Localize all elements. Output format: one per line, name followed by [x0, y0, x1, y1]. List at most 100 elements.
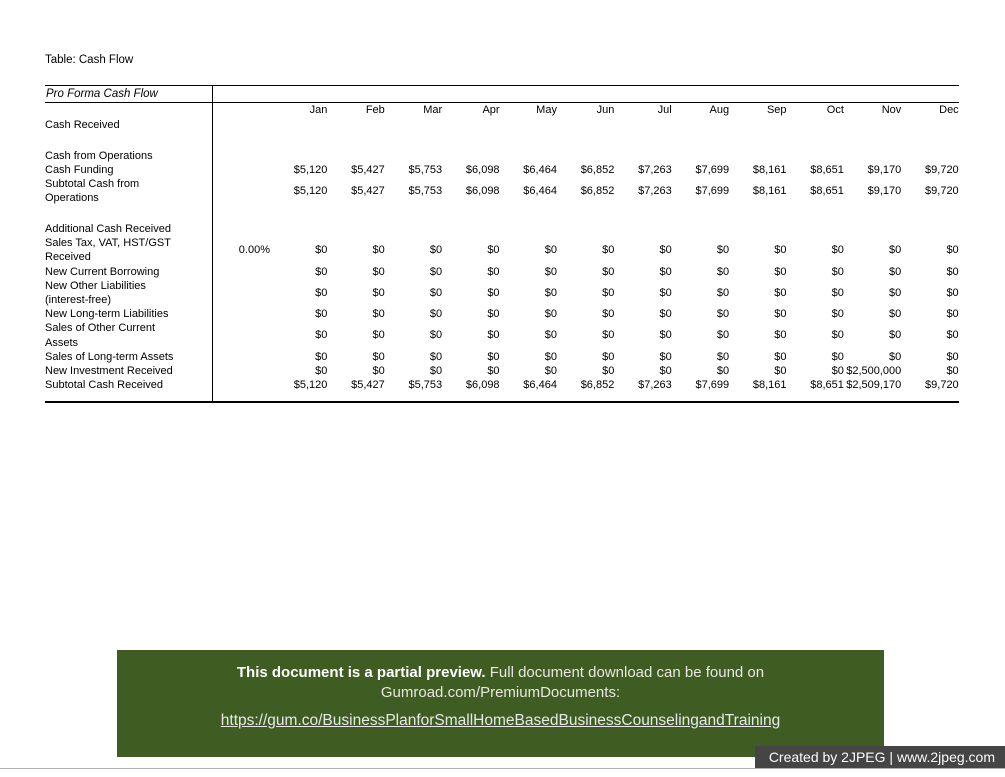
value-cell-text: $0 — [487, 364, 500, 377]
value-cell-text: $0 — [946, 364, 959, 377]
value-cell: $0 — [327, 265, 385, 279]
value-cell: $7,699 — [672, 378, 729, 392]
value-cell-text: $5,753 — [408, 379, 443, 392]
value-cell-text: $0 — [544, 329, 557, 342]
page-border — [0, 768, 1005, 769]
value-cell: $0 — [327, 350, 385, 364]
value-cell-text: $5,120 — [293, 379, 328, 392]
value-cell: $0 — [385, 286, 442, 300]
month-header-text: Aug — [709, 104, 730, 117]
banner-bold-text: This document is a partial preview. — [236, 664, 486, 681]
month-header-spacer — [45, 103, 212, 118]
value-cell: $7,263 — [614, 184, 672, 198]
value-cell-text: $0 — [889, 350, 902, 363]
value-cell: $0 — [557, 307, 614, 321]
value-cell-text: $7,699 — [695, 185, 730, 198]
value-cell-text: $0 — [372, 286, 385, 299]
value-cell: $0 — [672, 307, 729, 321]
row-label: Sales of Long-term Assets — [45, 350, 212, 364]
value-cell: $0 — [787, 307, 844, 321]
value-cell: $0 — [614, 307, 671, 321]
value-cell: $0 — [500, 243, 557, 257]
value-cell-text: $6,098 — [465, 185, 500, 198]
value-cell-text: $0 — [659, 308, 672, 321]
value-cell: $0 — [385, 265, 442, 279]
value-cell-text: $0 — [487, 265, 500, 278]
value-cell: $5,753 — [385, 184, 443, 198]
section-row: Cash Received — [45, 118, 959, 133]
value-cell: $0 — [500, 286, 557, 300]
row-label: New Investment Received — [45, 364, 212, 378]
section-row: Cash from Operations — [45, 149, 959, 164]
row-label: New Current Borrowing — [45, 265, 212, 279]
value-cell-text: $0 — [831, 350, 844, 363]
value-cell-text: $5,753 — [408, 185, 443, 198]
banner-text: This document is a partial preview. Full… — [117, 663, 884, 702]
month-header: May — [500, 103, 557, 117]
value-cell-text: $0 — [602, 265, 615, 278]
value-cell: $9,720 — [901, 163, 959, 177]
row-label: Cash Received — [45, 118, 212, 133]
row-label-text: New Current Borrowing — [45, 265, 160, 278]
month-header-text: Nov — [881, 104, 902, 117]
value-cell-text: $0 — [889, 308, 902, 321]
value-cell-text: $9,170 — [867, 164, 902, 176]
month-header: Feb — [327, 103, 385, 117]
value-cell: $0 — [442, 265, 499, 279]
value-cell-text: $8,161 — [752, 164, 787, 176]
table-row: New Other Liabilities (interest-free) $0 $… — [45, 279, 959, 307]
value-cell-text: $0 — [544, 286, 557, 299]
value-cell-text: $0 — [372, 265, 385, 278]
month-header-text: Dec — [939, 104, 959, 117]
spacer-row — [45, 133, 959, 149]
value-cell-text: $6,852 — [580, 185, 615, 198]
value-cell-text: $0 — [946, 244, 959, 257]
value-cell: $0 — [270, 307, 327, 321]
month-header-text: Apr — [482, 104, 500, 117]
value-cell-text: $8,651 — [810, 379, 844, 392]
value-cell-text: $0 — [315, 286, 328, 299]
value-cell: $0 — [500, 328, 557, 342]
value-cell-text: $0 — [315, 244, 328, 257]
value-cell: $0 — [327, 286, 385, 300]
month-header: Jan — [270, 103, 328, 117]
value-cell-text: $0 — [889, 244, 902, 257]
value-cell: $0 — [557, 350, 614, 364]
value-cell-text: $0 — [774, 265, 787, 278]
row-rate-text: 0.00% — [238, 244, 270, 257]
value-cell: $0 — [385, 328, 442, 342]
row-label-text: New Long-term Liabilities — [45, 308, 169, 321]
value-cell-text: $0 — [372, 364, 385, 377]
value-cell: $0 — [729, 286, 786, 300]
value-cell: $0 — [672, 364, 729, 378]
value-cell: $8,651 — [787, 184, 844, 198]
value-cell: $0 — [614, 364, 671, 378]
value-cell: $0 — [557, 328, 614, 342]
value-cell-text: $7,699 — [695, 164, 730, 176]
value-cell-text: $6,464 — [523, 164, 557, 176]
row-label-text: Sales of Long-term Assets — [45, 350, 174, 363]
value-cell-text: $0 — [716, 244, 730, 257]
value-cell-text: $6,098 — [465, 379, 500, 392]
value-cell: $9,170 — [844, 184, 902, 198]
month-header-text: May — [536, 104, 557, 117]
banner-rest-text: Full document download can be found on — [489, 664, 765, 681]
value-cell: $5,753 — [385, 163, 443, 177]
value-cell-text: $0 — [544, 265, 557, 278]
value-cell: $0 — [901, 307, 958, 321]
value-cell: $0 — [557, 286, 614, 300]
value-cell-text: $0 — [946, 329, 959, 342]
month-header-text: Feb — [365, 104, 385, 117]
value-cell-text: $5,427 — [351, 185, 385, 198]
value-cell-text: $0 — [372, 244, 385, 257]
value-cell: $5,120 — [270, 378, 328, 392]
value-cell: $0 — [787, 328, 844, 342]
gumroad-link[interactable]: https://gum.co/BusinessPlanforSmallHomeB… — [220, 712, 781, 729]
value-cell-text: $0 — [831, 286, 844, 299]
value-cell-text: $0 — [544, 308, 557, 321]
value-cell-text: $0 — [716, 350, 730, 363]
value-cell: $0 — [901, 286, 958, 300]
value-cell-text: $0 — [716, 286, 730, 299]
value-cell: $0 — [500, 307, 557, 321]
row-label: Sales of Other Current Assets — [45, 321, 212, 349]
